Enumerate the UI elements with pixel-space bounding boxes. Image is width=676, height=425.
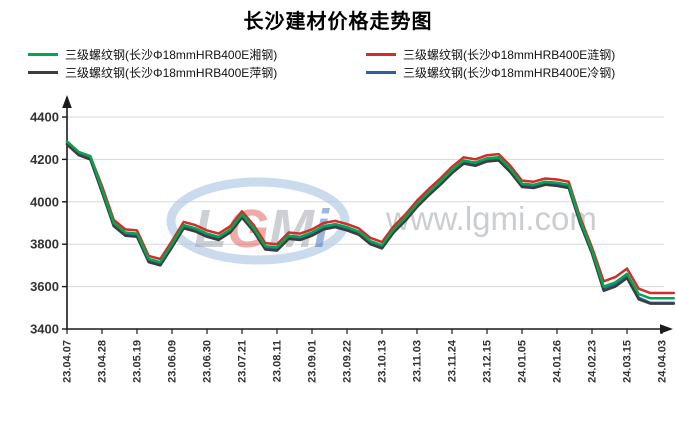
legend-swatch-dark xyxy=(28,70,58,74)
legend-item-label: 三级螺纹钢(长沙Φ18mmHRB400E萍钢) xyxy=(65,65,278,80)
x-tick-label: 23.09.01 xyxy=(307,340,319,383)
legend-swatch-red xyxy=(366,52,396,56)
x-tick-label: 23.11.03 xyxy=(412,340,424,382)
page-title: 长沙建材价格走势图 xyxy=(243,11,433,33)
y-tick-label: 3800 xyxy=(30,237,59,252)
x-tick-label: 24.03.15 xyxy=(622,340,634,383)
x-axis-arrow-icon xyxy=(660,324,673,334)
x-tick-label: 23.10.13 xyxy=(377,340,389,383)
x-tick-label: 23.07.21 xyxy=(237,340,249,383)
legend-swatch-blue xyxy=(366,70,396,74)
x-tick-label: 24.01.05 xyxy=(517,340,529,383)
y-tick-label: 3400 xyxy=(30,322,59,337)
x-tick-label: 23.08.11 xyxy=(272,340,284,382)
watermark-ellipse xyxy=(166,177,350,265)
watermark-url-text: www.lgmi.com xyxy=(385,200,597,237)
x-tick-label: 23.04.07 xyxy=(62,340,74,383)
x-tick-label: 23.05.19 xyxy=(132,340,144,383)
legend-item-label: 三级螺纹钢(长沙Φ18mmHRB400E冷钢) xyxy=(403,65,616,80)
y-tick-label: 4400 xyxy=(30,110,59,125)
y-tick-label: 3600 xyxy=(30,279,59,294)
chart-legend: 三级螺纹钢(长沙Φ18mmHRB400E湘钢) 三级螺纹钢(长沙Φ18mmHRB… xyxy=(28,45,658,81)
y-tick-label: 4000 xyxy=(30,194,59,209)
legend-swatch-green xyxy=(28,52,58,56)
legend-row: 三级螺纹钢(长沙Φ18mmHRB400E湘钢) 三级螺纹钢(长沙Φ18mmHRB… xyxy=(28,45,658,63)
x-tick-label: 23.09.22 xyxy=(342,340,354,383)
legend-row: 三级螺纹钢(长沙Φ18mmHRB400E萍钢) 三级螺纹钢(长沙Φ18mmHRB… xyxy=(28,63,658,81)
legend-item-label: 三级螺纹钢(长沙Φ18mmHRB400E涟钢) xyxy=(403,47,616,62)
legend-item-lenggang: 三级螺纹钢(长沙Φ18mmHRB400E冷钢) xyxy=(366,64,615,81)
x-tick-label: 23.12.15 xyxy=(482,340,494,383)
legend-item-liangang: 三级螺纹钢(长沙Φ18mmHRB400E涟钢) xyxy=(366,46,615,63)
x-tick-label: 23.06.30 xyxy=(202,340,214,383)
x-tick-label: 24.04.03 xyxy=(657,340,669,383)
series-line xyxy=(65,140,675,300)
legend-item-pinggang: 三级螺纹钢(长沙Φ18mmHRB400E萍钢) xyxy=(28,64,366,81)
legend-item-label: 三级螺纹钢(长沙Φ18mmHRB400E湘钢) xyxy=(65,47,278,62)
x-tick-label: 24.02.23 xyxy=(587,340,599,383)
y-tick-label: 4200 xyxy=(30,152,59,167)
x-tick-label: 23.04.28 xyxy=(97,340,109,383)
x-tick-label: 24.01.26 xyxy=(552,340,564,383)
x-tick-label: 23.11.24 xyxy=(447,339,459,382)
legend-item-xianggang: 三级螺纹钢(长沙Φ18mmHRB400E湘钢) xyxy=(28,46,366,63)
x-tick-label: 23.06.09 xyxy=(167,340,179,383)
y-axis-arrow-icon xyxy=(62,95,72,108)
